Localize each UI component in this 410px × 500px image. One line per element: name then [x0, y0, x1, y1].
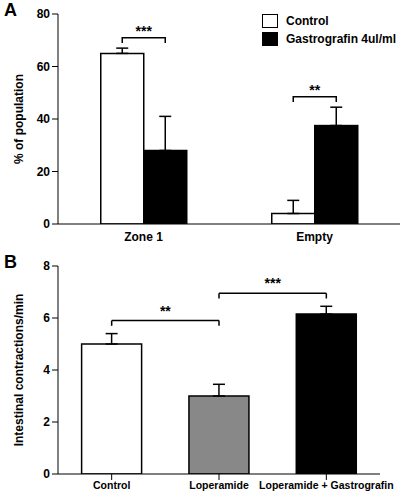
html-text:B: B [4, 252, 17, 272]
svg-text:**: ** [160, 303, 171, 319]
svg-text:6: 6 [43, 311, 50, 325]
svg-text:Intestinal contractions/min: Intestinal contractions/min [12, 294, 26, 447]
html-text:Control: Control [286, 14, 329, 28]
svg-text:8: 8 [43, 259, 50, 273]
html-text:Gastrografin 4ul/ml: Gastrografin 4ul/ml [286, 32, 396, 46]
svg-text:Empty: Empty [296, 230, 333, 244]
svg-text:20: 20 [37, 165, 51, 179]
svg-text:80: 80 [37, 7, 51, 21]
svg-text:60: 60 [37, 60, 51, 74]
html-text:A: A [4, 0, 17, 20]
svg-text:Loperamide: Loperamide [189, 479, 249, 491]
svg-text:Zone 1: Zone 1 [124, 230, 163, 244]
svg-text:% of population: % of population [12, 74, 26, 164]
svg-text:***: *** [136, 23, 153, 39]
svg-text:***: *** [264, 275, 281, 291]
svg-text:Loperamide + Gastrografin: Loperamide + Gastrografin [259, 479, 394, 491]
svg-text:Control: Control [93, 479, 130, 491]
svg-text:40: 40 [37, 112, 51, 126]
svg-text:**: ** [309, 82, 320, 98]
svg-text:0: 0 [43, 217, 50, 231]
svg-text:4: 4 [43, 363, 50, 377]
svg-text:2: 2 [43, 415, 50, 429]
svg-text:0: 0 [43, 467, 50, 481]
